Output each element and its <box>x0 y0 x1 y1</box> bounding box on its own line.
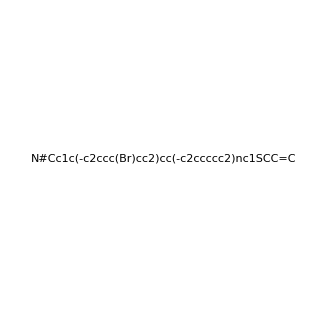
Text: N#Cc1c(-c2ccc(Br)cc2)cc(-c2ccccc2)nc1SCC=C: N#Cc1c(-c2ccc(Br)cc2)cc(-c2ccccc2)nc1SCC… <box>31 153 297 163</box>
